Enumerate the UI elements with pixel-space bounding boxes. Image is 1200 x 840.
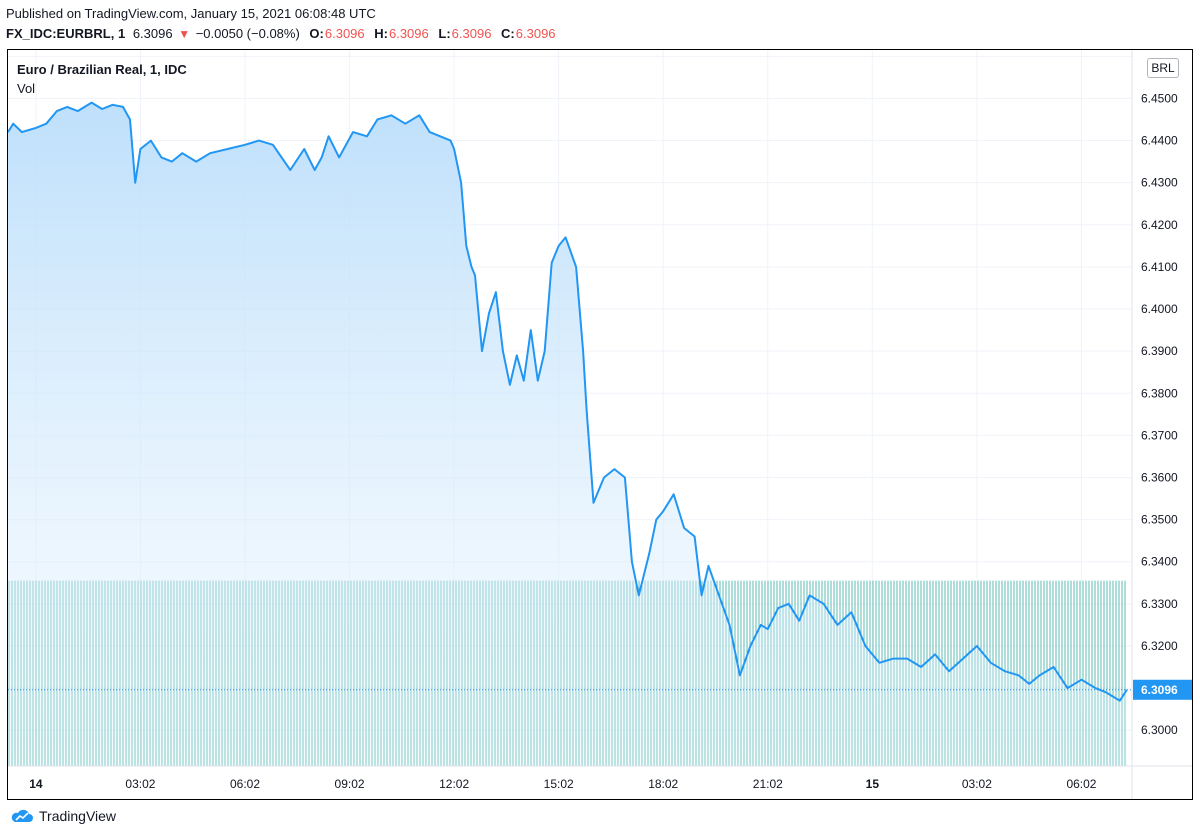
x-tick-label: 15:02	[544, 777, 574, 791]
quote-summary: FX_IDC:EURBRL, 1 6.3096 ▼ −0.0050 (−0.08…	[6, 26, 556, 41]
x-tick-label: 03:02	[962, 777, 992, 791]
symbol-label: FX_IDC:EURBRL, 1	[6, 26, 126, 41]
price-change: −0.0050 (−0.08%)	[195, 26, 300, 41]
high-value: 6.3096	[388, 26, 429, 41]
published-caption: Published on TradingView.com, January 15…	[6, 6, 376, 21]
y-tick-label: 6.4100	[1141, 260, 1178, 274]
open-value: 6.3096	[324, 26, 365, 41]
x-tick-label: 12:02	[439, 777, 469, 791]
tradingview-logo[interactable]: TradingView	[10, 808, 116, 824]
currency-badge[interactable]: BRL	[1147, 58, 1179, 78]
x-tick-label: 06:02	[230, 777, 260, 791]
y-tick-label: 6.4000	[1141, 302, 1178, 316]
high-label: H:	[374, 26, 388, 41]
y-tick-label: 6.3600	[1141, 470, 1178, 484]
y-tick-label: 6.3000	[1141, 723, 1178, 737]
y-tick-label: 6.3400	[1141, 555, 1178, 569]
axes: 6.30006.31006.32006.33006.34006.35006.36…	[8, 50, 1192, 799]
x-tick-label: 03:02	[125, 777, 155, 791]
y-tick-label: 6.3500	[1141, 513, 1178, 527]
x-tick-label: 14	[29, 777, 43, 791]
chart-frame	[7, 49, 1193, 800]
price-line-layer	[7, 101, 1132, 702]
y-tick-label: 6.3300	[1141, 597, 1178, 611]
down-arrow-icon: ▼	[178, 27, 191, 41]
last-price-badge	[1133, 679, 1192, 700]
y-tick-label: 6.3200	[1141, 639, 1178, 653]
low-label: L:	[438, 26, 451, 41]
brand-name: TradingView	[39, 808, 117, 824]
price-line	[7, 101, 1128, 702]
y-tick-label: 6.4400	[1141, 134, 1178, 148]
series-title[interactable]: Euro / Brazilian Real, 1, IDC	[17, 62, 187, 77]
y-tick-label: 6.3800	[1141, 386, 1178, 400]
y-tick-label: 6.3900	[1141, 344, 1178, 358]
last-price-badge-label: 6.3096	[1141, 683, 1178, 697]
volume-legend[interactable]: Vol	[17, 81, 36, 96]
x-tick-label: 15	[866, 777, 880, 791]
y-tick-label: 6.4200	[1141, 218, 1178, 232]
price-area	[8, 102, 1127, 767]
x-tick-label: 09:02	[335, 777, 365, 791]
y-tick-label: 6.3700	[1141, 428, 1178, 442]
x-tick-label: 06:02	[1066, 777, 1096, 791]
close-value: 6.3096	[515, 26, 556, 41]
y-tick-label: 6.4300	[1141, 176, 1178, 190]
open-label: O:	[309, 26, 324, 41]
close-label: C:	[501, 26, 515, 41]
low-value: 6.3096	[451, 26, 492, 41]
last-price: 6.3096	[132, 26, 173, 41]
x-tick-label: 21:02	[753, 777, 783, 791]
x-tick-label: 18:02	[648, 777, 678, 791]
y-tick-label: 6.4500	[1141, 91, 1178, 105]
cloud-logo-icon	[11, 809, 33, 822]
price-area-fill	[8, 102, 1127, 767]
